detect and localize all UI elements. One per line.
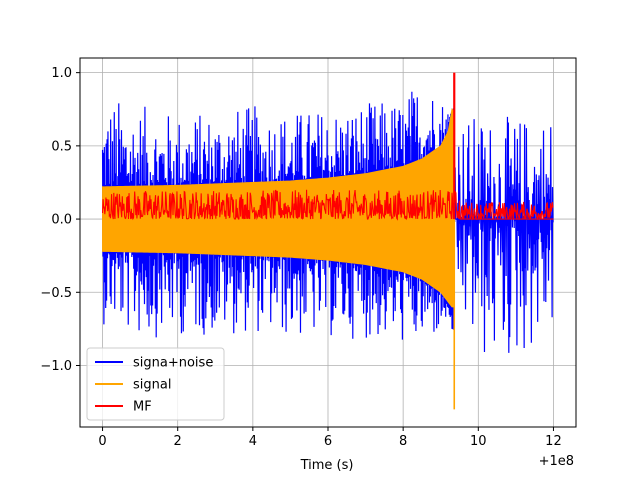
x-tick-label: 2: [174, 434, 182, 449]
ticks: 0 2 4 6 8 10 12 1.0 0.5 0.0 −0.5 −1.0: [40, 66, 561, 449]
legend-label: signa+noise: [133, 356, 213, 371]
x-tick-label: 0: [98, 434, 106, 449]
series-mf-line: [102, 189, 554, 221]
x-axis-offset-label: +1e8: [539, 454, 574, 469]
x-tick-label: 4: [249, 434, 257, 449]
y-tick-label: −1.0: [40, 359, 72, 374]
legend-label: MF: [133, 400, 152, 415]
x-axis-label: Time (s): [300, 458, 354, 473]
legend-frame: [86, 347, 225, 421]
x-tick-label: 8: [399, 434, 407, 449]
x-tick-label: 6: [324, 434, 332, 449]
y-tick-label: −0.5: [40, 286, 72, 301]
plot-area: [101, 72, 554, 410]
x-tick-label: 10: [470, 434, 487, 449]
y-tick-label: 0.5: [51, 139, 72, 154]
y-tick-label: 0.0: [51, 213, 72, 228]
legend-label: signal: [133, 378, 171, 393]
legend: signa+noise signal MF: [86, 347, 225, 421]
x-tick-label: 12: [545, 434, 562, 449]
y-tick-label: 1.0: [51, 66, 72, 81]
